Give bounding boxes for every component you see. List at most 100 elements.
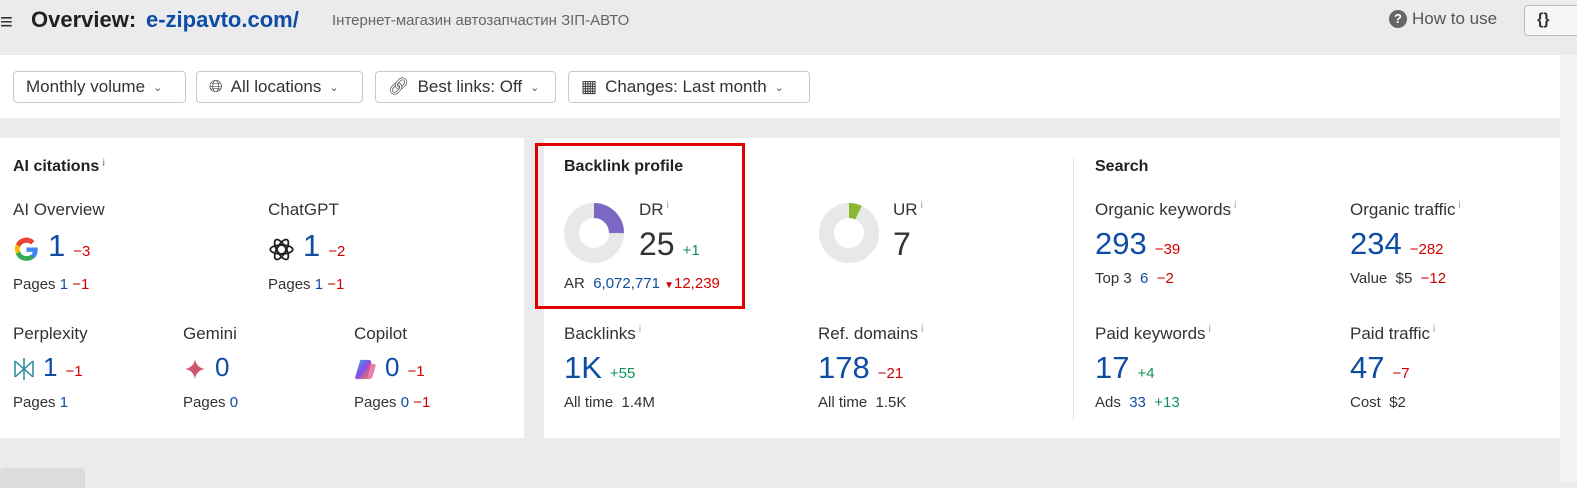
ai-citations-card: AI citations i AI Overview 1 −3 Pages 1 −1… xyxy=(0,138,524,438)
best-links-dropdown[interactable]: 🔗︎ Best links: Off ⌄ xyxy=(375,71,556,103)
info-icon[interactable]: i xyxy=(1208,324,1211,335)
pages-value[interactable]: 1 xyxy=(59,275,69,293)
info-icon[interactable]: i xyxy=(102,158,106,169)
metric-delta: +4 xyxy=(1137,365,1155,382)
metric-value[interactable]: 17 xyxy=(1095,350,1130,385)
ref-domains-metric: Ref. domains i 178 −21 All time 1.5K xyxy=(818,324,923,411)
metric-delta: −7 xyxy=(1392,365,1410,382)
ur-metric: UR i 7 xyxy=(893,200,923,263)
sub-delta: −12 xyxy=(1420,270,1447,287)
metric-label: Perplexity xyxy=(13,324,88,343)
pages-label: Pages xyxy=(183,394,226,412)
locations-dropdown[interactable]: 🌐︎ All locations ⌄ xyxy=(196,71,363,103)
api-button[interactable]: {} xyxy=(1524,5,1577,36)
header: ≡ Overview: e-zipavto.com/ Інтернет-мага… xyxy=(0,0,1577,55)
search-title: Search xyxy=(1095,158,1149,175)
alltime-value: 1.4M xyxy=(621,394,655,411)
metric-label: Ref. domains xyxy=(818,324,919,343)
alltime-label: All time xyxy=(564,394,614,411)
filter-label: Changes: Last month xyxy=(605,77,767,96)
refdomains-value[interactable]: 178 xyxy=(818,350,870,385)
pages-label: Pages xyxy=(13,394,56,412)
metric-label: Gemini xyxy=(183,324,237,343)
backlinks-metric: Backlinks i 1K +55 All time 1.4M xyxy=(564,324,655,411)
metrics-card: Backlink profile DR i 25 +1 AR 6,072,771 ▼… xyxy=(535,138,1560,438)
ar-row: AR 6,072,771 ▼12,239 xyxy=(564,275,720,292)
info-icon[interactable]: i xyxy=(1234,200,1237,211)
paid-traffic-metric: Paid traffic i 47 −7 Cost $2 xyxy=(1350,324,1435,411)
menu-icon[interactable]: ≡ xyxy=(0,9,13,34)
pages-value[interactable]: 1 xyxy=(314,275,324,293)
filter-bar: Monthly volume ⌄ 🌐︎ All locations ⌄ 🔗︎ Best … xyxy=(0,55,1560,118)
metric-label: Copilot xyxy=(354,324,407,343)
gemini-icon xyxy=(183,357,207,386)
ai-overview-metric: AI Overview 1 −3 Pages 1 −1 xyxy=(13,200,105,293)
filter-label: Best links: Off xyxy=(417,77,523,96)
sub-delta: −2 xyxy=(1156,270,1174,287)
info-icon[interactable]: i xyxy=(666,200,669,211)
pages-value[interactable]: 1 xyxy=(59,394,69,412)
monthly-volume-dropdown[interactable]: Monthly volume ⌄ xyxy=(13,71,186,103)
alltime-value: 1.5K xyxy=(875,394,907,411)
ar-delta: 12,239 xyxy=(674,275,720,292)
backlink-profile-title: Backlink profile xyxy=(564,158,684,175)
filter-label: All locations xyxy=(230,77,322,96)
pages-delta: −1 xyxy=(413,393,431,411)
ar-value[interactable]: 6,072,771 xyxy=(593,275,660,292)
scrollbar-track[interactable] xyxy=(1560,55,1577,482)
metric-label: ChatGPT xyxy=(268,200,339,219)
pages-value[interactable]: 0 xyxy=(400,393,410,411)
chatgpt-metric: ChatGPT 1 −2 Pages 1 −1 xyxy=(268,200,345,293)
metric-value[interactable]: 234 xyxy=(1350,226,1402,261)
chevron-down-icon: ⌄ xyxy=(329,81,339,94)
domain-link[interactable]: e-zipavto.com/ xyxy=(146,7,299,32)
copilot-icon xyxy=(354,358,377,386)
sub-delta: +13 xyxy=(1154,394,1180,411)
ur-label: UR xyxy=(893,200,918,219)
ur-donut-fill xyxy=(819,203,879,263)
sub-value: $2 xyxy=(1389,394,1406,411)
dr-donut-chart xyxy=(564,203,624,263)
info-icon[interactable]: i xyxy=(638,324,642,335)
metric-value[interactable]: 47 xyxy=(1350,350,1385,385)
card-title: AI citations i xyxy=(13,158,106,175)
sub-value: $5 xyxy=(1395,270,1413,287)
metric-value[interactable]: 293 xyxy=(1095,226,1147,261)
metric-delta: −3 xyxy=(73,243,91,260)
divider xyxy=(1073,158,1074,420)
help-icon: ? xyxy=(1389,10,1407,28)
metric-value[interactable]: 0 xyxy=(385,352,400,382)
google-icon xyxy=(13,236,40,268)
page-subtitle: Інтернет-магазин автозапчастин ЗІП-АВТО xyxy=(332,12,630,29)
pages-value[interactable]: 0 xyxy=(229,394,239,412)
metric-value[interactable]: 0 xyxy=(215,352,230,382)
dr-donut-fill xyxy=(564,203,624,263)
info-icon[interactable]: i xyxy=(1433,324,1436,335)
dr-value: 25 xyxy=(639,226,675,262)
changes-dropdown[interactable]: ▦ Changes: Last month ⌄ xyxy=(568,71,810,103)
pages-label: Pages xyxy=(13,275,56,293)
bottom-tab[interactable] xyxy=(0,468,85,488)
pages-delta: −1 xyxy=(72,275,90,293)
perplexity-icon xyxy=(13,357,35,386)
globe-icon: 🌐︎ xyxy=(209,77,223,96)
info-icon[interactable]: i xyxy=(921,324,924,335)
info-icon[interactable]: i xyxy=(920,200,923,211)
metric-delta: −282 xyxy=(1409,241,1444,258)
sub-value[interactable]: 6 xyxy=(1140,270,1149,287)
dr-label: DR xyxy=(639,200,664,219)
metric-value[interactable]: 1 xyxy=(303,228,321,263)
sub-value[interactable]: 33 xyxy=(1129,394,1146,411)
info-icon[interactable]: i xyxy=(1458,200,1461,211)
metric-label: Paid traffic xyxy=(1350,324,1431,343)
how-to-use-link[interactable]: How to use xyxy=(1412,9,1498,28)
perplexity-metric: Perplexity 1 −1 Pages 1 xyxy=(13,324,88,411)
backlinks-value[interactable]: 1K xyxy=(564,350,602,385)
metric-value[interactable]: 1 xyxy=(48,228,66,263)
sub-label: Top 3 xyxy=(1095,270,1132,287)
ur-donut-chart xyxy=(819,203,879,263)
metric-delta: +55 xyxy=(609,365,636,382)
alltime-label: All time xyxy=(818,394,868,411)
chevron-down-icon: ⌄ xyxy=(530,81,540,94)
metric-value[interactable]: 1 xyxy=(43,352,58,382)
